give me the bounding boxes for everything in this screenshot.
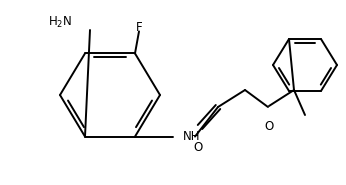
Text: NH: NH: [183, 130, 200, 143]
Text: O: O: [193, 141, 203, 154]
Text: O: O: [264, 120, 274, 133]
Text: H$_2$N: H$_2$N: [48, 14, 72, 30]
Text: F: F: [136, 21, 142, 34]
